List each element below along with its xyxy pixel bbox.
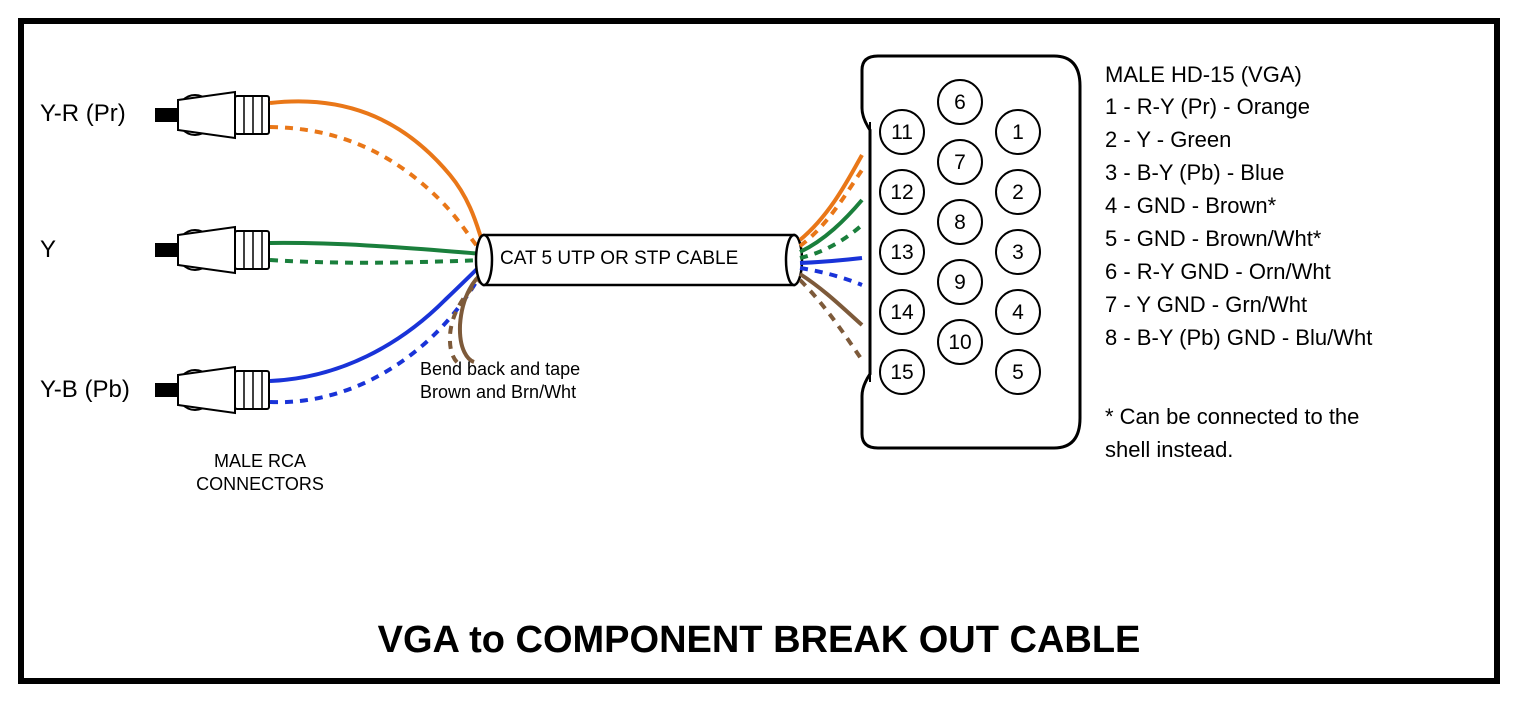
vga-pin-label-10: 10 [948, 331, 971, 354]
rca-label-pr: Y-R (Pr) [40, 100, 126, 128]
vga-pin-label-13: 13 [890, 241, 913, 264]
rca-label-y: Y [40, 236, 56, 264]
vga-pin-label-3: 3 [1012, 241, 1024, 264]
vga-pin-label-14: 14 [890, 301, 914, 324]
pinout-5: 5 - GND - Brown/Wht* [1105, 222, 1321, 255]
footnote: * Can be connected to the shell instead. [1105, 400, 1359, 466]
vga-pin-label-8: 8 [954, 211, 966, 234]
pinout-1: 1 - R-Y (Pr) - Orange [1105, 90, 1310, 123]
vga-pin-label-2: 2 [1012, 181, 1024, 204]
wire-orange-right [800, 155, 862, 240]
vga-pin-label-9: 9 [954, 271, 966, 294]
wire-orange-left [270, 101, 484, 245]
wire-brown-dash-right [800, 280, 862, 360]
pinout-4: 4 - GND - Brown* [1105, 189, 1276, 222]
vga-pin-label-11: 11 [891, 121, 913, 144]
vga-header: MALE HD-15 (VGA) [1105, 58, 1302, 91]
pinout-3: 3 - B-Y (Pb) - Blue [1105, 156, 1284, 189]
wire-brown-bent [460, 272, 484, 362]
rca-connector-pr [155, 92, 269, 138]
diagram-title: VGA to COMPONENT BREAK OUT CABLE [0, 619, 1518, 662]
rca-caption: MALE RCA CONNECTORS [170, 450, 350, 497]
wire-green-dash-left [270, 260, 484, 263]
vga-pin-label-15: 15 [890, 361, 913, 384]
vga-pin-label-4: 4 [1012, 301, 1024, 324]
rca-connector-pb [155, 367, 269, 413]
pinout-2: 2 - Y - Green [1105, 123, 1231, 156]
wire-green-left [270, 243, 484, 254]
pinout-7: 7 - Y GND - Grn/Wht [1105, 288, 1307, 321]
vga-pin-label-5: 5 [1012, 361, 1024, 384]
vga-pin-label-12: 12 [890, 181, 913, 204]
vga-pin-label-1: 1 [1012, 121, 1024, 144]
wire-orange-dash-left [270, 127, 484, 252]
bend-note: Bend back and tape Brown and Brn/Wht [420, 358, 640, 405]
vga-pin-label-6: 6 [954, 91, 966, 114]
diagram-frame: 111213141567891012345 Y-R (Pr) Y Y-B (Pb… [0, 0, 1518, 702]
rca-connector-y [155, 227, 269, 273]
wire-blue-right [800, 258, 862, 263]
pinout-6: 6 - R-Y GND - Orn/Wht [1105, 255, 1331, 288]
cable-label: CAT 5 UTP OR STP CABLE [500, 248, 738, 270]
rca-label-pb: Y-B (Pb) [40, 376, 130, 404]
vga-pin-label-7: 7 [954, 151, 966, 174]
pinout-8: 8 - B-Y (Pb) GND - Blu/Wht [1105, 321, 1372, 354]
